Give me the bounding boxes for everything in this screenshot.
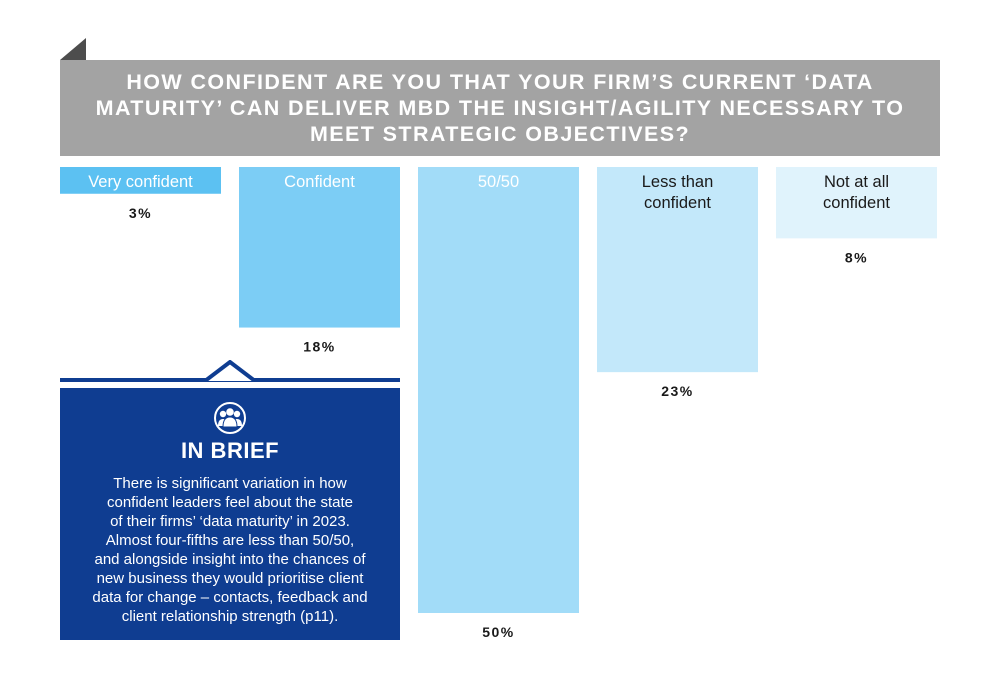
category-label: confident — [823, 194, 890, 212]
brief-line: client relationship strength (p11). — [121, 608, 339, 625]
category-label: confident — [644, 194, 711, 212]
brief-notch — [205, 360, 255, 382]
header-corner-tab — [60, 38, 86, 60]
bar-50-50 — [418, 167, 579, 613]
chart-title: HOW CONFIDENT ARE YOU THAT YOUR FIRM’S C… — [60, 60, 940, 156]
value-label: 18% — [303, 339, 336, 355]
value-label: 3% — [129, 205, 152, 221]
category-label: Confident — [284, 173, 355, 191]
brief-title: IN BRIEF — [180, 438, 280, 463]
category-label: 50/50 — [478, 173, 519, 191]
bar-not-at-all-confident — [776, 167, 937, 239]
category-label: Not at all — [824, 173, 889, 191]
brief-line: There is significant variation in how — [113, 475, 347, 492]
brief-line: and alongside insight into the chances o… — [94, 551, 366, 568]
brief-text: There is significant variation in how co… — [75, 474, 385, 626]
value-label: 23% — [661, 383, 694, 399]
bar-confident — [239, 167, 400, 328]
brief-line: data for change – contacts, feedback and — [92, 589, 368, 606]
people-group-icon — [214, 402, 246, 434]
brief-line: of their firms’ ‘data maturity’ in 2023. — [110, 513, 350, 530]
category-label: Less than — [642, 173, 714, 191]
brief-line: new business they would prioritise clien… — [96, 570, 364, 587]
value-label: 50% — [482, 624, 515, 640]
bar-less-than-confident — [597, 167, 758, 373]
category-label: Very confident — [88, 173, 193, 191]
in-brief-panel: IN BRIEF There is significant variation … — [60, 388, 400, 640]
brief-line: Almost four-fifths are less than 50/50, — [105, 532, 355, 549]
brief-line: confident leaders feel about the state — [106, 494, 353, 511]
value-label: 8% — [845, 249, 868, 265]
bar-very-confident — [60, 167, 221, 194]
